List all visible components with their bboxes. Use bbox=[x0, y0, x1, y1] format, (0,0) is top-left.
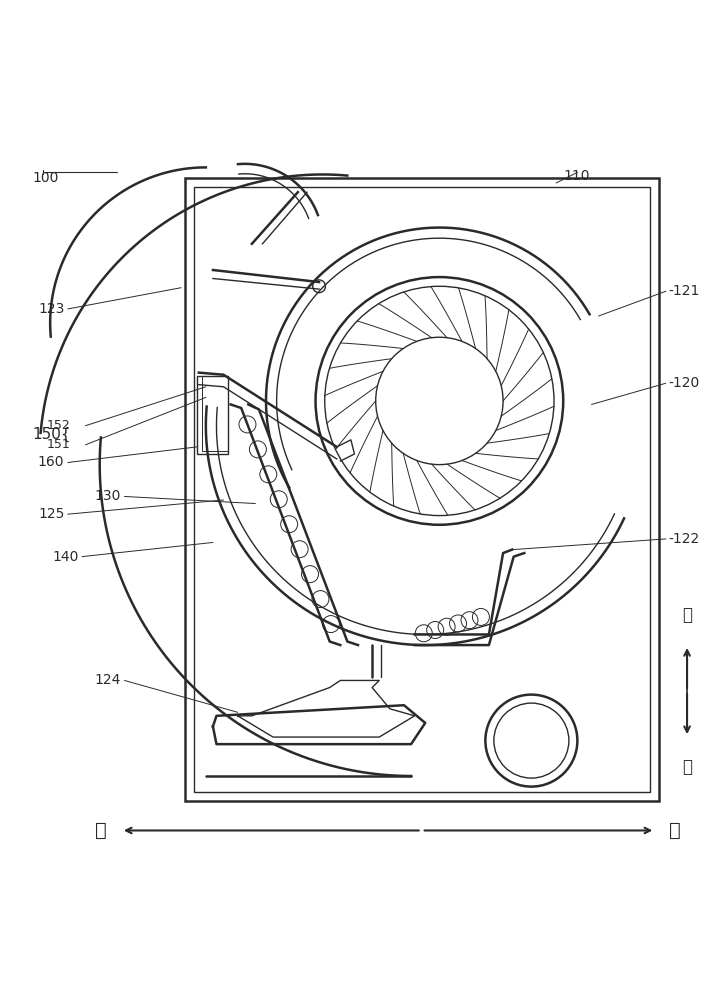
Text: 125: 125 bbox=[38, 507, 64, 521]
Text: 下: 下 bbox=[682, 758, 692, 776]
Text: -122: -122 bbox=[668, 532, 700, 546]
Text: 100: 100 bbox=[32, 171, 59, 185]
Text: 前: 前 bbox=[95, 821, 107, 840]
Text: 124: 124 bbox=[95, 673, 121, 687]
Bar bbox=[194, 187, 649, 792]
Text: 152: 152 bbox=[47, 419, 70, 432]
Text: 151: 151 bbox=[47, 438, 70, 451]
Text: 150{: 150{ bbox=[32, 427, 71, 442]
Bar bbox=[197, 376, 228, 454]
Bar bbox=[203, 376, 228, 451]
Text: 后: 后 bbox=[669, 821, 681, 840]
Text: 110: 110 bbox=[563, 169, 590, 183]
Text: 上: 上 bbox=[682, 606, 692, 624]
Text: -121: -121 bbox=[668, 284, 700, 298]
Text: 160: 160 bbox=[38, 455, 64, 469]
Text: 140: 140 bbox=[52, 550, 79, 564]
Text: -120: -120 bbox=[668, 376, 700, 390]
Text: 130: 130 bbox=[95, 489, 121, 503]
Text: 123: 123 bbox=[38, 302, 64, 316]
Bar bbox=[185, 178, 659, 801]
